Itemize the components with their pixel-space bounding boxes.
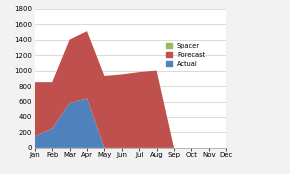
Legend: Spacer, Forecast, Actual: Spacer, Forecast, Actual: [166, 43, 205, 67]
